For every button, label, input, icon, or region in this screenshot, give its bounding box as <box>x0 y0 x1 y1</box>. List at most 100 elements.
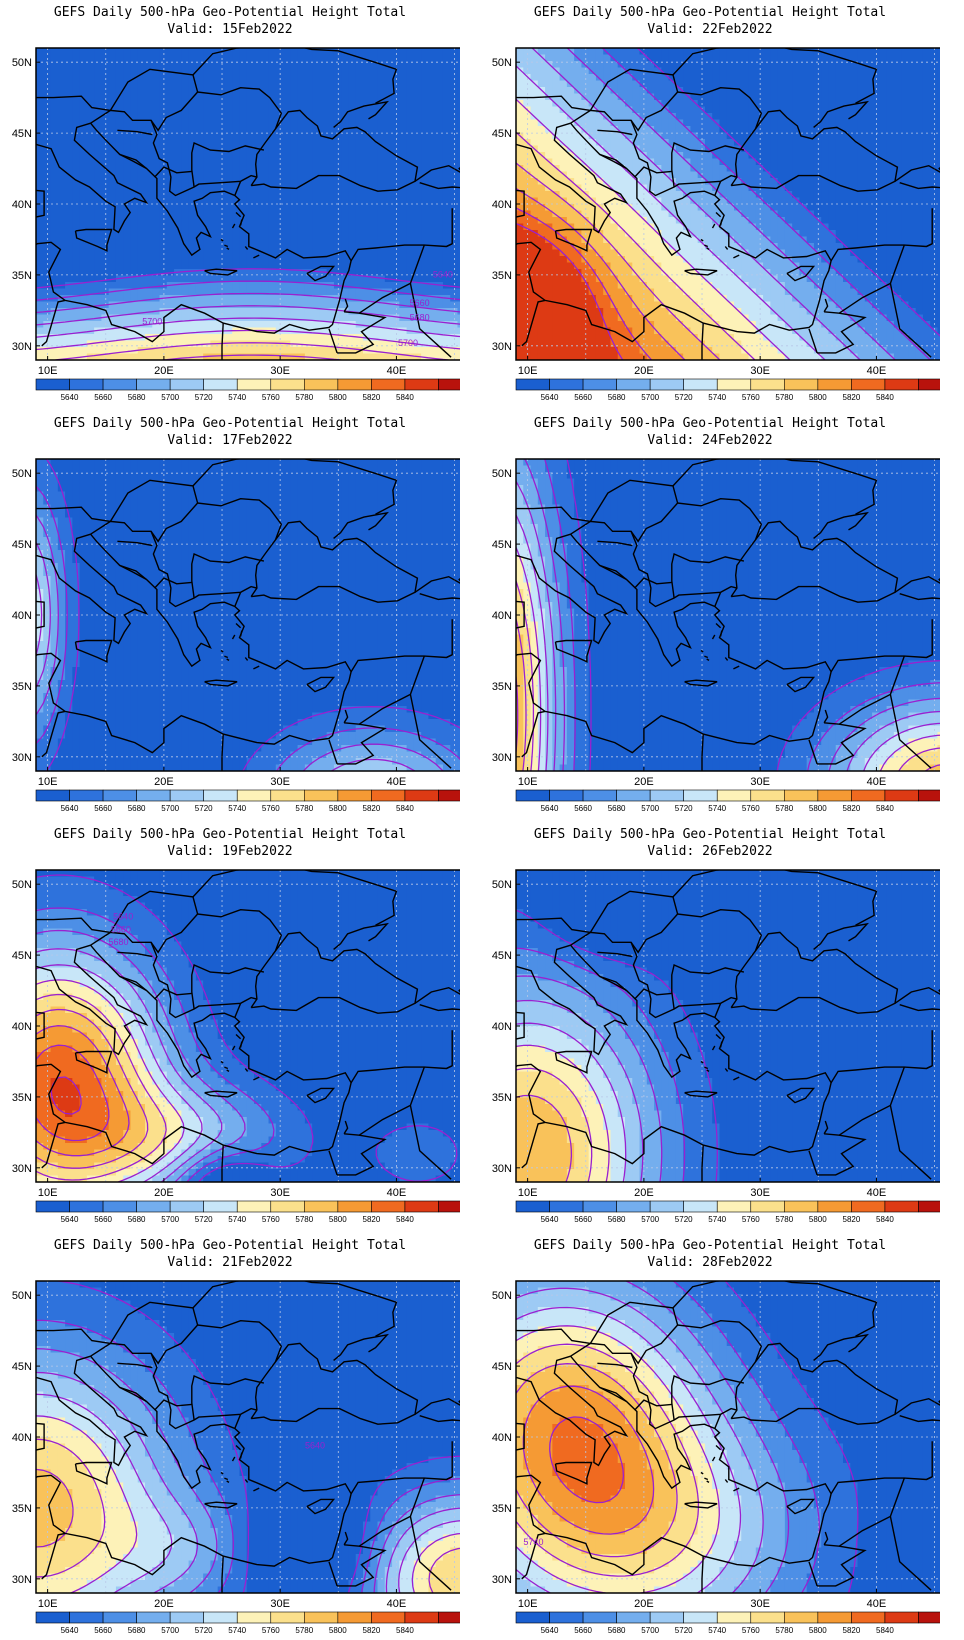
colorbar-swatch <box>784 378 819 391</box>
lon-tick-label: 10E <box>518 776 538 788</box>
colorbar-swatch <box>337 378 372 391</box>
colorbar: 5640 5660 5680 5700 5720 5740 5760 5780 5800 5820… <box>515 1200 940 1222</box>
colorbar-swatch <box>69 1200 104 1213</box>
colorbar-label: 5740 <box>708 393 726 400</box>
colorbar-swatch <box>784 1200 819 1213</box>
colorbar-swatch <box>582 789 617 802</box>
lat-tick-label: 30N <box>12 752 32 764</box>
panel-valid-date: Valid: 26Feb2022 <box>480 844 940 860</box>
colorbar-swatch <box>549 1611 584 1624</box>
colorbar-swatch <box>884 1611 919 1624</box>
colorbar-label: 5640 <box>61 393 79 400</box>
colorbar: 5640 5660 5680 5700 5720 5740 5760 5780 5800 5820… <box>35 789 460 811</box>
colorbar-label: 5700 <box>161 393 179 400</box>
colorbar-swatch <box>750 378 785 391</box>
colorbar-label: 5660 <box>94 393 112 400</box>
colorbar-swatch <box>817 378 852 391</box>
panel-title: GEFS Daily 500-hPa Geo-Potential Height … <box>480 827 940 843</box>
lon-tick-label: 20E <box>154 365 174 377</box>
colorbar-swatch <box>582 378 617 391</box>
colorbar-swatch <box>371 1200 406 1213</box>
lon-tick-label: 40E <box>867 365 887 377</box>
coastlines <box>516 459 940 771</box>
panel-title: GEFS Daily 500-hPa Geo-Potential Height … <box>0 827 460 843</box>
colorbar-swatch <box>35 1200 70 1213</box>
coastlines <box>516 1281 940 1593</box>
contour-label: 5640 <box>305 1440 325 1450</box>
lon-tick-label: 40E <box>387 1598 407 1610</box>
colorbar-swatch <box>683 1200 718 1213</box>
colorbar-label: 5820 <box>843 393 861 400</box>
colorbar-label: 5720 <box>675 1215 693 1222</box>
contour-label: 5640 <box>113 912 133 922</box>
colorbar-swatch <box>918 1611 940 1624</box>
lon-tick-label: 10E <box>38 776 58 788</box>
colorbar-swatch <box>918 789 940 802</box>
colorbar-label: 5800 <box>329 1626 347 1633</box>
colorbar-label: 5740 <box>708 1215 726 1222</box>
colorbar-label: 5840 <box>396 393 414 400</box>
map-panel: 5640 5660 5680 5700 5700 30N 35N 40N 45N 50N 10E 20… <box>0 0 460 400</box>
coastlines <box>36 870 460 1182</box>
shaded-field <box>516 459 940 771</box>
colorbar-swatch <box>136 378 171 391</box>
lon-tick-label: 10E <box>518 365 538 377</box>
lon-tick-label: 30E <box>750 776 770 788</box>
colorbar-label: 5660 <box>574 1626 592 1633</box>
graticule <box>516 459 940 771</box>
colorbar-swatch <box>750 1200 785 1213</box>
lat-tick-label: 30N <box>12 1163 32 1175</box>
colorbar-swatch <box>236 1200 272 1213</box>
colorbar-label: 5800 <box>329 804 347 811</box>
colorbar-label: 5660 <box>574 393 592 400</box>
colorbar-swatch <box>371 1611 406 1624</box>
coastlines <box>516 48 940 360</box>
lon-tick-label: 20E <box>634 776 654 788</box>
colorbar-label: 5800 <box>809 393 827 400</box>
colorbar-label: 5800 <box>809 1215 827 1222</box>
colorbar-swatch <box>35 1611 70 1624</box>
colorbar-swatch <box>884 1200 919 1213</box>
contour-label: 5680 <box>109 937 129 947</box>
lat-tick-label: 40N <box>492 1021 512 1033</box>
colorbar-swatch <box>404 1200 439 1213</box>
colorbar-swatch <box>337 1200 372 1213</box>
colorbar-swatch <box>270 378 305 391</box>
colorbar-label: 5780 <box>775 393 793 400</box>
colorbar-label: 5720 <box>195 1215 213 1222</box>
lat-tick-label: 35N <box>12 681 32 693</box>
colorbar-swatch <box>683 789 718 802</box>
shaded-field <box>36 870 460 1182</box>
colorbar-label: 5660 <box>94 1626 112 1633</box>
colorbar-swatch <box>716 1611 752 1624</box>
coastlines <box>516 870 940 1182</box>
colorbar-label: 5820 <box>363 1626 381 1633</box>
lon-tick-label: 20E <box>634 365 654 377</box>
colorbar-swatch <box>716 1200 752 1213</box>
colorbar-swatch <box>582 1200 617 1213</box>
lat-tick-label: 50N <box>492 468 512 480</box>
lat-tick-label: 35N <box>492 681 512 693</box>
map-panel: 30N 35N 40N 45N 50N 10E 20E 30E 40E 5640 5660 5680 5… <box>480 411 940 811</box>
colorbar-swatch <box>918 378 940 391</box>
lat-tick-label: 30N <box>492 1163 512 1175</box>
colorbar-swatch <box>649 1200 684 1213</box>
colorbar-label: 5700 <box>641 1626 659 1633</box>
lat-tick-label: 40N <box>492 1432 512 1444</box>
contour-label: 5660 <box>111 924 131 934</box>
lon-tick-label: 30E <box>270 776 290 788</box>
height-contours <box>516 48 940 360</box>
lat-tick-label: 40N <box>12 1021 32 1033</box>
colorbar-label: 5800 <box>329 1215 347 1222</box>
lat-tick-label: 35N <box>12 1092 32 1104</box>
colorbar-swatch <box>236 378 272 391</box>
lat-tick-label: 50N <box>12 468 32 480</box>
colorbar-label: 5700 <box>641 393 659 400</box>
colorbar-swatch <box>169 1200 204 1213</box>
colorbar-swatch <box>851 378 886 391</box>
colorbar-label: 5740 <box>228 1626 246 1633</box>
colorbar-label: 5740 <box>708 1626 726 1633</box>
colorbar-swatch <box>102 378 137 391</box>
colorbar-label: 5740 <box>228 1215 246 1222</box>
